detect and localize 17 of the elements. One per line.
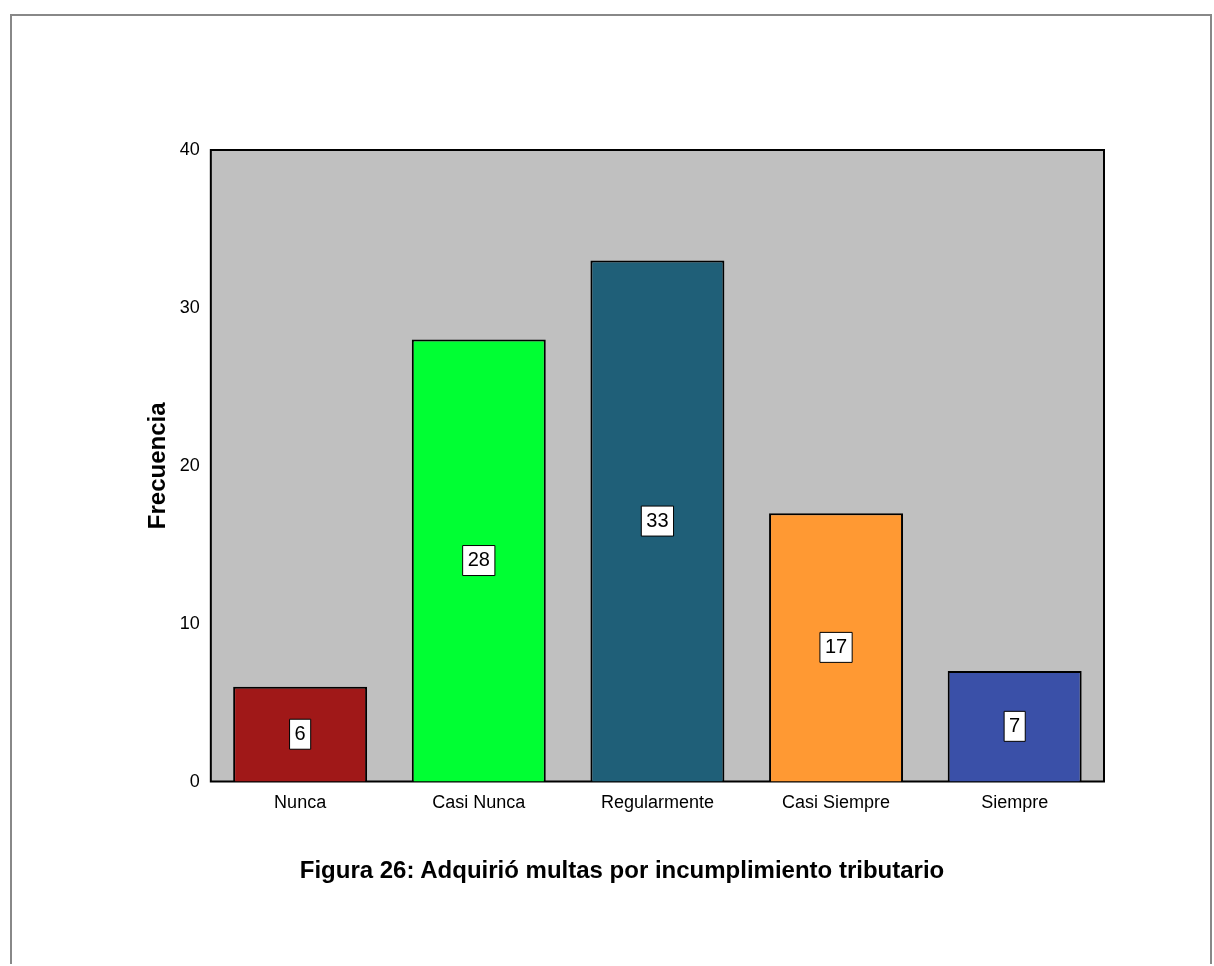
x-tick-label: Casi Siempre — [782, 792, 891, 813]
x-tick-label: Regularmente — [600, 792, 714, 813]
text: Figura 26: Adquirió multas por incumplimiento tributario — [299, 856, 945, 884]
data-label: 7 — [1009, 713, 1021, 736]
y-tick-label: 0 — [189, 770, 200, 791]
data-label: 33 — [646, 508, 669, 531]
data-label: 28 — [467, 548, 490, 571]
x-tick-label: Casi Nunca — [432, 792, 527, 813]
y-axis-title: Frecuencia — [143, 401, 171, 530]
x-tick-label: Siempre — [981, 792, 1049, 813]
y-tick-label: 20 — [179, 454, 200, 475]
y-tick-label: 10 — [179, 612, 200, 633]
y-tick-label: 30 — [179, 296, 200, 317]
x-tick-label: Nunca — [274, 792, 328, 813]
data-label: 17 — [824, 634, 848, 657]
data-label: 6 — [294, 721, 306, 744]
y-tick-label: 40 — [179, 138, 200, 159]
